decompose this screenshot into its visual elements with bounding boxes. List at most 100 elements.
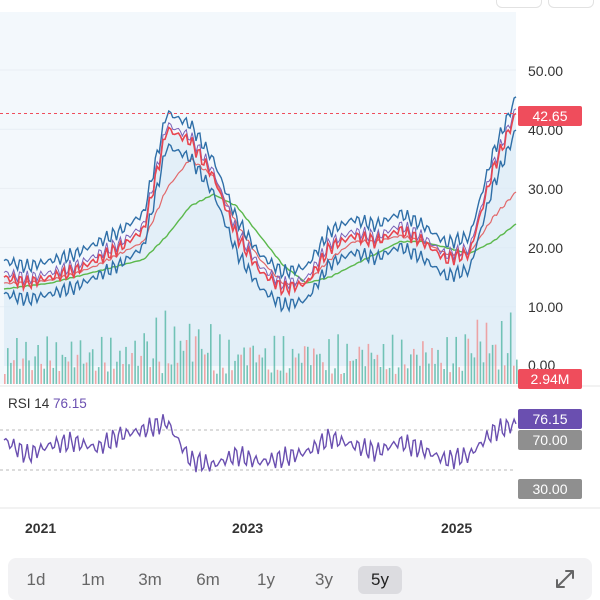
range-1y[interactable]: 1y	[257, 570, 275, 589]
volume-bar	[234, 360, 236, 384]
volume-bar	[173, 326, 176, 384]
volume-bar	[13, 360, 15, 384]
volume-bar	[4, 374, 6, 384]
volume-bar	[276, 369, 279, 384]
volume-bar	[91, 349, 94, 384]
volume-bar	[58, 371, 61, 384]
volume-bar	[382, 344, 385, 384]
volume-bar	[419, 365, 421, 384]
volume-bar	[328, 339, 330, 384]
volume-tag: 2.94M	[518, 369, 582, 389]
volume-bar	[476, 319, 479, 384]
volume-bar	[119, 350, 121, 384]
ma5-value: 41.98	[360, 42, 399, 57]
range-1m[interactable]: 1m	[81, 570, 105, 589]
ma50-label: MA50	[398, 42, 438, 57]
price-tick-30: 30.00	[528, 181, 564, 197]
volume-bar	[79, 340, 82, 384]
volume-bar	[322, 362, 324, 384]
volume-bar	[240, 354, 242, 384]
volume-bar	[403, 364, 406, 384]
x-tick-2021: 2021	[25, 520, 57, 536]
volume-bar	[446, 337, 448, 384]
volume-bar	[352, 360, 354, 384]
ma10-label: MA10	[8, 42, 48, 57]
rsi-legend: RSI 14 76.15	[8, 396, 87, 411]
volume-bar	[361, 349, 364, 384]
ma200-value: 23.98	[291, 42, 330, 57]
open-label: O	[8, 22, 23, 37]
x-tick-2025: 2025	[441, 520, 473, 536]
volume-bar	[310, 365, 312, 384]
volume-bar	[337, 334, 339, 384]
close-price-line	[3, 112, 517, 297]
toolbar-button[interactable]	[548, 0, 594, 8]
range-3m[interactable]: 3m	[138, 570, 162, 589]
rsi-value-tag: 76.15	[518, 409, 582, 429]
volume-bar	[204, 354, 206, 384]
volume-bar	[506, 353, 509, 384]
volume-bar	[461, 370, 464, 384]
volume-bar	[455, 336, 457, 384]
expand-arrows-icon[interactable]	[553, 567, 577, 591]
volume-bar	[10, 362, 12, 384]
range-6m[interactable]: 6m	[196, 570, 220, 589]
volume-bar	[237, 354, 239, 384]
volume-bar	[334, 368, 336, 384]
bollinger-upper-value: 39.28	[59, 62, 98, 77]
volume-bar	[316, 354, 318, 384]
volume-bar	[34, 356, 36, 384]
volume-bar	[464, 334, 467, 384]
toolbar-button[interactable]	[496, 0, 542, 8]
volume-bar	[225, 373, 227, 384]
volume-bar	[22, 358, 24, 384]
volume-bar	[113, 368, 115, 384]
volume-bar	[313, 348, 315, 384]
price-tick-50: 50.00	[528, 63, 564, 79]
volume-bar	[167, 363, 170, 384]
volume-bar	[452, 363, 454, 384]
volume-bar	[300, 362, 303, 384]
volume-bar	[152, 358, 154, 384]
range-3y[interactable]: 3y	[315, 570, 333, 589]
volume-bar	[467, 338, 470, 384]
volume-bar	[55, 342, 58, 384]
volume-bar	[7, 348, 9, 384]
volume-bar	[231, 370, 233, 384]
rsi-upper-tag: 70.00	[518, 430, 582, 450]
ma5-label: MA5	[329, 42, 361, 57]
x-tick-2023: 2023	[232, 520, 264, 536]
volume-label: Vol	[210, 22, 233, 37]
volume-bar	[449, 372, 451, 384]
volume-bar	[155, 317, 158, 384]
volume-bar	[200, 348, 203, 384]
volume-bar	[413, 348, 415, 384]
volume-bar	[482, 362, 485, 384]
volume-bar	[40, 363, 42, 384]
volume-bar	[458, 367, 460, 384]
ma20-label: MA20	[168, 42, 208, 57]
volume-bar	[70, 341, 73, 384]
volume-bar	[61, 354, 64, 384]
volume-bar	[213, 370, 215, 384]
volume-bar	[373, 359, 376, 384]
volume-bar	[440, 362, 442, 384]
volume-bar	[307, 346, 309, 384]
volume-bar	[437, 349, 439, 384]
volume-bar	[107, 371, 109, 384]
volume-bar	[416, 354, 418, 384]
ma100-value: 29.40	[131, 42, 169, 57]
volume-bar	[503, 365, 506, 384]
price-tick-40: 40.00	[528, 122, 564, 138]
range-1d[interactable]: 1d	[26, 570, 46, 589]
volume-bar	[97, 367, 100, 384]
volume-bar	[16, 338, 18, 384]
range-5y[interactable]: 5y	[358, 566, 402, 594]
bollinger-upper-line	[3, 96, 517, 280]
volume-bar	[410, 354, 412, 384]
bollinger-lower-value: 35.25	[134, 62, 169, 77]
volume-bar	[131, 353, 133, 384]
volume-bar	[367, 343, 370, 384]
volume-bar	[170, 364, 173, 384]
